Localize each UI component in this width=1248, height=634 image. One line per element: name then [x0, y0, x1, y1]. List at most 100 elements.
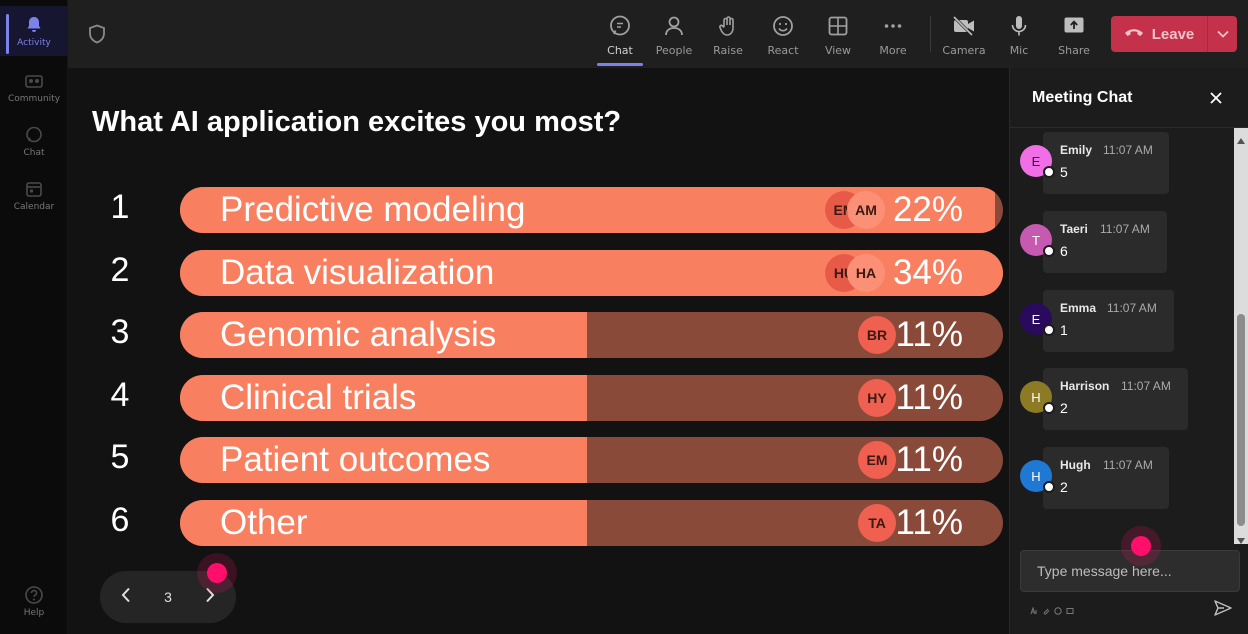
toolbar-more-button[interactable]: More — [867, 8, 919, 62]
toolbar-raise-button[interactable]: Raise — [702, 8, 754, 62]
rail-item-calendar[interactable]: Calendar — [0, 170, 68, 220]
rail-active-indicator — [6, 14, 9, 54]
toolbar-mic-button[interactable]: Mic — [993, 8, 1045, 62]
chevron-down-icon — [1216, 25, 1229, 43]
chat-timestamp: 11:07 AM — [1107, 301, 1157, 315]
toolbar-label: More — [879, 44, 907, 57]
rail-label: Calendar — [13, 202, 55, 212]
voter-avatar: EM — [858, 441, 896, 479]
scroll-up-arrow-icon[interactable] — [1237, 132, 1245, 144]
poll-option-number: 1 — [110, 188, 130, 226]
poll-option-number: 4 — [110, 375, 130, 414]
previous-slide-button[interactable] — [104, 571, 148, 623]
rail-item-community[interactable]: Community — [0, 62, 68, 112]
chat-sender-name: Emily — [1060, 143, 1093, 157]
rail-label: Chat — [23, 148, 45, 158]
chat-timestamp: 11:07 AM — [1103, 458, 1153, 472]
chat-message-bubble[interactable]: Taeri 11:07 AM 6 — [1043, 211, 1167, 273]
toolbar-camera-button[interactable]: Camera — [938, 8, 990, 62]
voter-avatar: HY — [858, 378, 896, 417]
poll-option-fill — [180, 374, 587, 421]
chat-header: Meeting Chat — [1010, 68, 1248, 128]
send-icon[interactable] — [1213, 598, 1233, 618]
chat-message-text: 6 — [1060, 243, 1068, 259]
next-slide-button[interactable] — [188, 571, 232, 623]
slide-page-number: 3 — [164, 589, 172, 605]
chat-sender-name: Emma — [1060, 301, 1097, 315]
poll-option-bar[interactable]: Other TA 11% — [180, 499, 1003, 546]
leave-button[interactable]: Leave — [1111, 16, 1237, 52]
chat-message-bubble[interactable]: Harrison 11:07 AM 2 — [1043, 368, 1188, 430]
poll-option-bar[interactable]: Clinical trials HY 11% — [180, 374, 1003, 421]
toolbar-react-button[interactable]: React — [757, 8, 809, 62]
raise-hand-icon — [714, 12, 742, 40]
meeting-chat-panel: Meeting Chat Emily 11:07 AM 5 E Taeri 11:07 A… — [1009, 68, 1248, 634]
rail-item-help[interactable]: Help — [0, 576, 68, 626]
shield-icon[interactable] — [88, 24, 106, 44]
toolbar-label: Chat — [607, 44, 633, 57]
toolbar-label: Mic — [1009, 44, 1029, 57]
chat-message-text: 2 — [1060, 479, 1068, 495]
chat-message-bubble[interactable]: Emily 11:07 AM 5 — [1043, 132, 1169, 194]
rail-item-chat[interactable]: Chat — [0, 116, 68, 166]
chat-sender-name: Taeri — [1060, 222, 1088, 236]
poll-option-bar[interactable]: Data visualization HU HA 34% — [180, 249, 1003, 296]
poll-option-label: Other — [220, 502, 308, 542]
toolbar-label: Raise — [713, 44, 743, 57]
poll-option-percentage: 11% — [895, 502, 963, 542]
chat-timestamp: 11:07 AM — [1100, 222, 1150, 236]
chat-compose-box[interactable] — [1020, 550, 1240, 592]
attach-icon[interactable] — [1042, 602, 1050, 615]
chat-icon — [606, 12, 634, 40]
chat-message-bubble[interactable]: Emma 11:07 AM 1 — [1043, 290, 1174, 352]
leave-options-chevron[interactable] — [1208, 16, 1237, 52]
rail-item-activity[interactable]: Activity — [0, 6, 68, 56]
voter-avatar: AM — [847, 191, 885, 229]
emoji-icon[interactable] — [1054, 602, 1062, 615]
scroll-down-arrow-icon[interactable] — [1237, 532, 1245, 544]
pointer-cursor-indicator — [1131, 536, 1151, 556]
voter-avatar: BR — [858, 316, 896, 354]
toolbar-share-button[interactable]: Share — [1048, 8, 1100, 62]
chat-message-input[interactable] — [1021, 551, 1239, 591]
poll-option-bar[interactable]: Predictive modeling EM AM 22% — [180, 187, 1003, 233]
chevron-right-icon — [205, 587, 215, 608]
poll-option-label: Genomic analysis — [220, 315, 497, 354]
more-dots-icon — [879, 12, 907, 40]
rail-label: Help — [23, 608, 45, 618]
poll-option-fill — [180, 437, 587, 483]
poll-option-percentage: 11% — [895, 377, 963, 417]
poll-option-bar[interactable]: Genomic analysis BR 11% — [180, 312, 1003, 358]
poll-option-bar[interactable]: Patient outcomes EM 11% — [180, 437, 1003, 483]
poll-option-percentage: 11% — [895, 440, 963, 479]
chat-message-text: 5 — [1060, 164, 1068, 180]
poll-option-percentage: 22% — [892, 190, 963, 229]
chat-message-bubble[interactable]: Hugh 11:07 AM 2 — [1043, 447, 1169, 509]
toolbar-people-button[interactable]: People — [648, 8, 700, 62]
close-icon[interactable] — [1206, 88, 1226, 108]
poll-option-fill — [180, 499, 587, 546]
chat-scrollbar[interactable] — [1234, 128, 1248, 544]
chat-icon — [23, 124, 45, 146]
chat-message-text: 2 — [1060, 400, 1068, 416]
community-icon — [23, 70, 45, 92]
chat-scroll-thumb[interactable] — [1237, 314, 1245, 526]
poll-option-label: Patient outcomes — [220, 440, 491, 479]
leave-main[interactable]: Leave — [1111, 16, 1207, 52]
gif-icon[interactable] — [1066, 602, 1074, 614]
react-smiley-icon — [769, 12, 797, 40]
chat-timestamp: 11:07 AM — [1103, 143, 1153, 157]
toolbar-label: People — [655, 44, 693, 57]
presence-status-icon — [1043, 245, 1055, 257]
toolbar-view-button[interactable]: View — [812, 8, 864, 62]
chat-sender-name: Harrison — [1060, 379, 1110, 393]
poll-option-label: Predictive modeling — [220, 190, 526, 229]
chat-message-text: 1 — [1060, 322, 1068, 338]
toolbar-chat-button[interactable]: Chat — [594, 8, 646, 66]
format-text-icon[interactable] — [1030, 602, 1038, 615]
mic-icon — [1005, 12, 1033, 40]
toolbar-label: Share — [1058, 44, 1090, 57]
rail-label: Community — [7, 94, 61, 104]
camera-off-icon — [950, 12, 978, 40]
